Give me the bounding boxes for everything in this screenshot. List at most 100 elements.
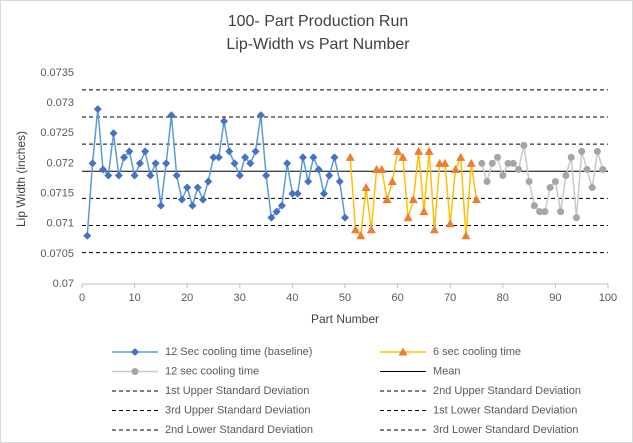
data-point	[130, 171, 139, 180]
data-point	[351, 225, 361, 234]
data-point	[504, 159, 512, 167]
x-tick-label: 60	[391, 292, 403, 304]
chart-title: 100- Part Production Run	[228, 13, 409, 30]
data-point	[109, 129, 118, 138]
data-point	[377, 164, 387, 173]
data-point	[403, 213, 413, 222]
data-point	[387, 177, 397, 186]
y-tick-label: 0.0705	[40, 248, 74, 260]
x-tick-label: 20	[181, 292, 193, 304]
data-point	[167, 111, 176, 120]
legend-label: 3rd Upper Standard Deviation	[165, 404, 311, 416]
data-point	[214, 153, 223, 162]
data-point	[494, 153, 502, 161]
data-point	[177, 195, 186, 204]
data-point	[478, 159, 486, 167]
y-tick-label: 0.071	[46, 218, 74, 230]
data-point	[193, 183, 202, 192]
data-point	[520, 141, 528, 149]
data-point	[515, 165, 523, 173]
x-tick-label: 10	[128, 292, 140, 304]
y-tick-label: 0.0725	[40, 127, 74, 139]
data-point	[499, 171, 507, 179]
data-point	[330, 153, 339, 162]
data-point	[183, 183, 192, 192]
x-tick-label: 70	[444, 292, 456, 304]
data-point	[220, 117, 229, 126]
data-point	[567, 153, 575, 161]
data-point	[536, 208, 544, 216]
data-point	[235, 171, 244, 180]
data-point	[419, 207, 429, 216]
legend-label: 6 sec cooling time	[433, 346, 521, 358]
data-point	[125, 147, 134, 156]
data-point	[345, 152, 355, 161]
data-point	[262, 171, 271, 180]
data-point	[593, 147, 601, 155]
x-tick-label: 30	[234, 292, 246, 304]
data-point	[356, 231, 366, 240]
legend-label: 3rd Lower Standard Deviation	[433, 424, 579, 436]
data-point	[325, 171, 334, 180]
data-point	[198, 195, 207, 204]
data-point	[488, 159, 496, 167]
data-point	[424, 146, 434, 155]
data-point	[588, 184, 596, 192]
data-point	[546, 184, 554, 192]
x-tick-label: 50	[339, 292, 351, 304]
legend-marker	[131, 368, 139, 375]
data-point	[578, 147, 586, 155]
x-tick-label: 40	[286, 292, 298, 304]
data-point	[267, 213, 276, 222]
data-point	[541, 208, 549, 216]
data-point	[104, 171, 113, 180]
data-point	[562, 171, 570, 179]
data-point	[461, 231, 471, 240]
data-point	[88, 159, 97, 168]
data-point	[246, 159, 255, 168]
x-axis-title: Part Number	[311, 312, 379, 326]
data-point	[209, 153, 218, 162]
y-tick-label: 0.0735	[40, 67, 74, 79]
data-point	[429, 225, 439, 234]
data-point	[272, 207, 281, 216]
data-point	[456, 152, 466, 161]
x-tick-label: 0	[79, 292, 85, 304]
data-point	[298, 153, 307, 162]
data-point	[583, 165, 591, 173]
data-point	[393, 146, 403, 155]
data-point	[472, 195, 481, 204]
data-point	[440, 158, 450, 167]
y-tick-label: 0.073	[46, 97, 74, 109]
data-point	[151, 159, 160, 168]
data-point	[319, 189, 328, 198]
data-point	[530, 202, 538, 210]
y-tick-label: 0.0715	[40, 187, 74, 199]
data-point	[557, 208, 565, 216]
data-point	[277, 201, 286, 210]
legend-label: 1st Upper Standard Deviation	[165, 385, 309, 397]
chart-subtitle: Lip-Width vs Part Number	[226, 36, 410, 53]
data-point	[382, 195, 392, 204]
legend-label: Mean	[433, 365, 461, 377]
data-point	[99, 165, 108, 174]
legend-label: 1st Lower Standard Deviation	[433, 404, 577, 416]
data-point	[241, 153, 250, 162]
data-point	[156, 201, 165, 210]
data-point	[204, 177, 213, 186]
data-point	[293, 189, 302, 198]
data-point	[599, 165, 607, 173]
y-axis-title: Lip Width (inches)	[14, 131, 28, 227]
x-tick-label: 100	[599, 292, 617, 304]
data-point	[551, 178, 559, 186]
data-point	[114, 171, 123, 180]
data-point	[230, 159, 239, 168]
y-tick-label: 0.072	[46, 157, 74, 169]
data-point	[414, 146, 424, 155]
data-point	[288, 189, 297, 198]
data-point	[450, 164, 460, 173]
data-point	[445, 219, 455, 228]
data-point	[466, 158, 476, 167]
data-point	[256, 111, 265, 120]
